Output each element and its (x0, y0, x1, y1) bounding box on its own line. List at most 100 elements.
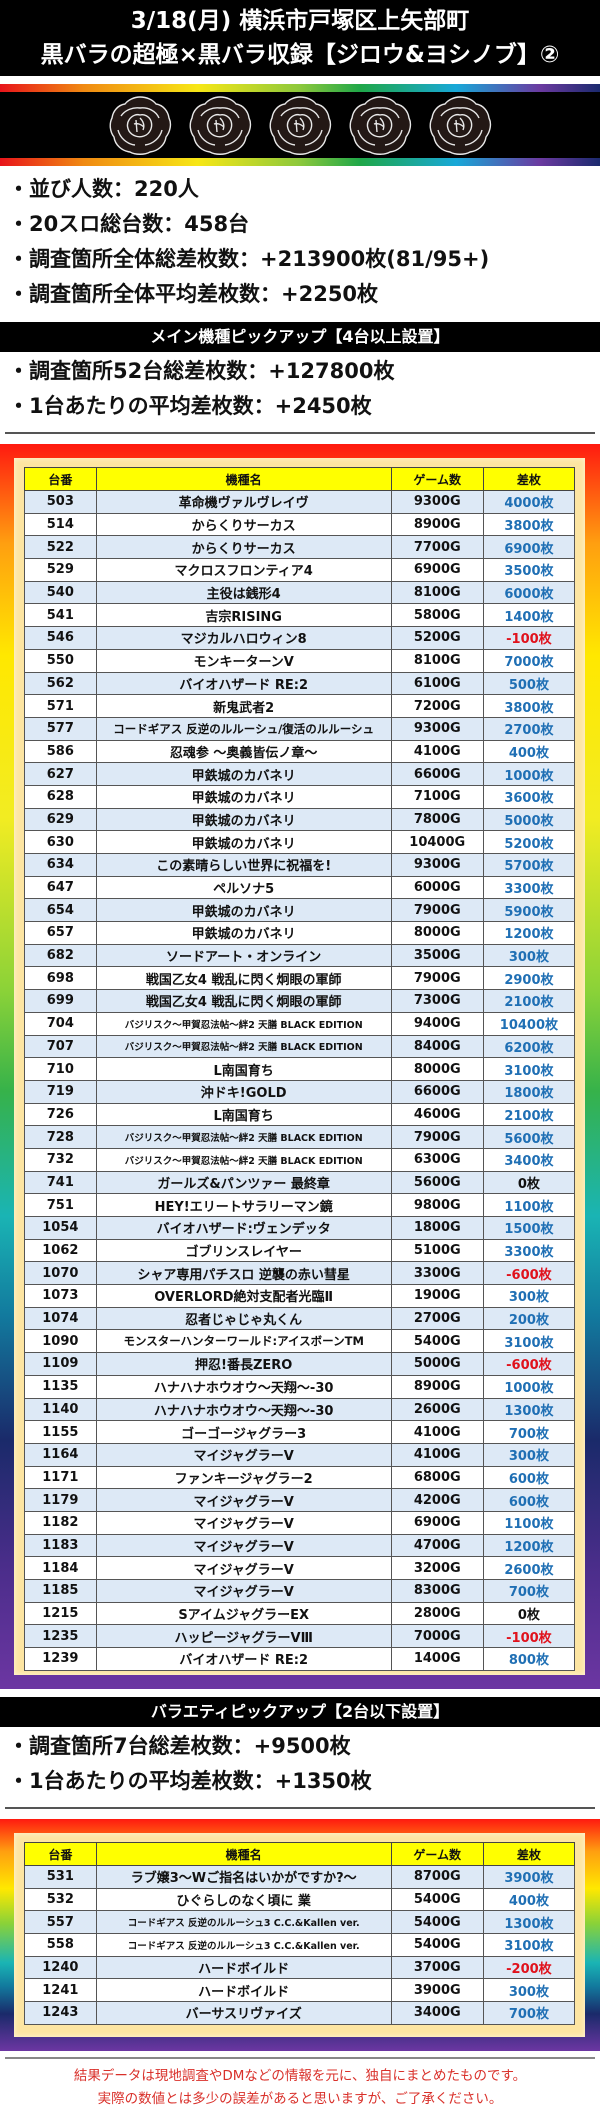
machine-number-cell: 654 (24, 898, 97, 923)
machine-name-cell: 甲鉄城のカバネリ (95, 830, 392, 854)
diff-cell: 3900枚 (482, 1865, 576, 1889)
table-row: 514 からくりサーカス 8900G 3800枚 (24, 512, 576, 537)
machine-name-cell: L南国育ち (95, 1057, 392, 1081)
machine-name-cell: バジリスク～甲賀忍法帖～絆2 天膳 BLACK EDITION (95, 1147, 392, 1172)
table-row: 707 バジリスク～甲賀忍法帖～絆2 天膳 BLACK EDITION 8400G 6… (24, 1034, 576, 1059)
game-count-cell: 3300G (390, 1261, 484, 1286)
machine-name-cell: からくりサーカス (95, 535, 392, 560)
table-row: 630 甲鉄城のカバネリ 10400G 5200枚 (24, 830, 576, 854)
diff-cell: -600枚 (482, 1352, 576, 1376)
machine-name-cell: 戦国乙女4 戦乱に閃く炯眼の軍師 (95, 966, 392, 991)
diff-cell: 3800枚 (482, 512, 576, 537)
machine-number-cell: 628 (24, 784, 97, 809)
diff-cell: 5600枚 (482, 1125, 576, 1149)
game-count-cell: 1900G (390, 1284, 484, 1308)
game-count-cell: 8900G (390, 1374, 484, 1399)
machine-name-cell: 甲鉄城のカバネリ (95, 921, 392, 945)
machine-name-cell: マイジャグラーV (95, 1488, 392, 1512)
overall-stats: ・並び人数：220人 ・20スロ総台数：458台 ・調査箇所全体総差枚数：+21… (0, 166, 600, 312)
variety-table-frame: 台番 機種名 ゲーム数 差枚 531 ラブ嬢3～Wご指名はいかがですか?～ 8700… (0, 1819, 600, 2051)
machine-number-cell: 1239 (24, 1647, 97, 1671)
table-row: 1062 ゴブリンスレイヤー 5100G 3300枚 (24, 1238, 576, 1263)
machine-name-cell: SアイムジャグラーEX (95, 1601, 392, 1626)
game-count-cell: 4200G (390, 1488, 484, 1512)
machine-name-cell: ガールズ&パンツァー 最終章 (95, 1170, 392, 1195)
machine-number-cell: 532 (24, 1887, 97, 1912)
table-row: 562 バイオハザード RE:2 6100G 500枚 (24, 671, 576, 696)
diff-cell: 5700枚 (482, 853, 576, 877)
machine-number-cell: 710 (24, 1057, 97, 1081)
diff-cell: 0枚 (482, 1601, 576, 1626)
diff-cell: 2900枚 (482, 966, 576, 991)
game-count-cell: 6100G (390, 671, 484, 696)
diff-cell: 700枚 (482, 2001, 576, 2025)
table-row: 1135 ハナハナホウオウ～天翔～-30 8900G 1000枚 (24, 1374, 576, 1399)
diff-cell: 5200枚 (482, 830, 576, 854)
game-count-cell: 7000G (390, 1624, 484, 1649)
stat-variety-total-diff: ・調査箇所7台総差枚数：+9500枚 (8, 1734, 351, 1758)
machine-name-cell: マイジャグラーV (95, 1442, 392, 1467)
black-rose-icon (187, 94, 253, 156)
black-rose-icon (347, 94, 413, 156)
machine-number-cell: 657 (24, 921, 97, 945)
main-section-title: メイン機種ピックアップ【4台以上設置】 (0, 322, 600, 352)
machine-name-cell: ペルソナ5 (95, 875, 392, 900)
game-count-cell: 2800G (390, 1601, 484, 1626)
game-count-cell: 3400G (390, 2001, 484, 2025)
table-header-row: 台番 機種名 ゲーム数 差枚 (24, 467, 576, 491)
machine-number-cell: 1090 (24, 1329, 97, 1354)
machine-number-cell: 514 (24, 512, 97, 537)
machine-name-cell: マジカルハロウィン8 (95, 626, 392, 650)
game-count-cell: 9300G (390, 853, 484, 877)
game-count-cell: 6600G (390, 1079, 484, 1104)
machine-number-cell: 540 (24, 580, 97, 605)
stat-main-total-diff: ・調査箇所52台総差枚数：+127800枚 (8, 359, 395, 383)
variety-table-body: 531 ラブ嬢3～Wご指名はいかがですか?～ 8700G 3900枚 532 ひぐらしのな… (24, 1865, 576, 2025)
diff-cell: 3400枚 (482, 1147, 576, 1172)
diff-cell: 1200枚 (482, 1533, 576, 1558)
machine-number-cell: 1109 (24, 1352, 97, 1376)
table-row: 1240 ハードボイルド 3700G -200枚 (24, 1955, 576, 1980)
diff-cell: 300枚 (482, 943, 576, 968)
table-row: 1140 ハナハナホウオウ～天翔～-30 2600G 1300枚 (24, 1397, 576, 1422)
diff-cell: 2700枚 (482, 716, 576, 741)
machine-number-cell: 1179 (24, 1488, 97, 1512)
machine-number-cell: 531 (24, 1865, 97, 1889)
table-row: 546 マジカルハロウィン8 5200G -100枚 (24, 626, 576, 650)
table-header-row: 台番 機種名 ゲーム数 差枚 (24, 1842, 576, 1866)
stat-total-diff: ・調査箇所全体総差枚数：+213900枚(81/95+) (8, 247, 490, 271)
machine-number-cell: 1182 (24, 1510, 97, 1535)
machine-number-cell: 1054 (24, 1216, 97, 1240)
diff-cell: 1300枚 (482, 1397, 576, 1422)
diff-cell: 6000枚 (482, 580, 576, 605)
game-count-cell: 5000G (390, 1352, 484, 1376)
machine-number-cell: 698 (24, 966, 97, 991)
machine-name-cell: ゴブリンスレイヤー (95, 1238, 392, 1263)
game-count-cell: 8900G (390, 512, 484, 537)
machine-name-cell: 甲鉄城のカバネリ (95, 784, 392, 809)
table-row: 1239 バイオハザード RE:2 1400G 800枚 (24, 1647, 576, 1671)
machine-number-cell: 1243 (24, 2001, 97, 2025)
table-row: 529 マクロスフロンティア4 6900G 3500枚 (24, 558, 576, 582)
divider (5, 432, 595, 434)
game-count-cell: 9800G (390, 1193, 484, 1217)
machine-name-cell: 沖ドキ!GOLD (95, 1079, 392, 1104)
game-count-cell: 5400G (390, 1329, 484, 1354)
diff-cell: 1300枚 (482, 1910, 576, 1935)
table-row: 629 甲鉄城のカバネリ 7800G 5000枚 (24, 807, 576, 832)
machine-number-cell: 726 (24, 1102, 97, 1127)
machine-name-cell: バイオハザード RE:2 (95, 1647, 392, 1671)
diff-cell: 600枚 (482, 1465, 576, 1490)
table-row: 577 コードギアス 反逆のルルーシュ/復活のルルーシュ 9300G 2700枚 (24, 716, 576, 741)
game-count-cell: 2700G (390, 1306, 484, 1331)
diff-cell: 800枚 (482, 1647, 576, 1671)
game-count-cell: 7100G (390, 784, 484, 809)
game-count-cell: 1800G (390, 1216, 484, 1240)
machine-name-cell: 戦国乙女4 戦乱に閃く炯眼の軍師 (95, 989, 392, 1013)
machine-number-cell: 558 (24, 1933, 97, 1957)
variety-table-inner: 台番 機種名 ゲーム数 差枚 531 ラブ嬢3～Wご指名はいかがですか?～ 8700… (14, 1833, 585, 2037)
game-count-cell: 3700G (390, 1955, 484, 1980)
table-row: 503 革命機ヴァルヴレイヴ 9300G 4000枚 (24, 490, 576, 514)
machine-number-cell: 719 (24, 1079, 97, 1104)
machine-number-cell: 1184 (24, 1556, 97, 1580)
